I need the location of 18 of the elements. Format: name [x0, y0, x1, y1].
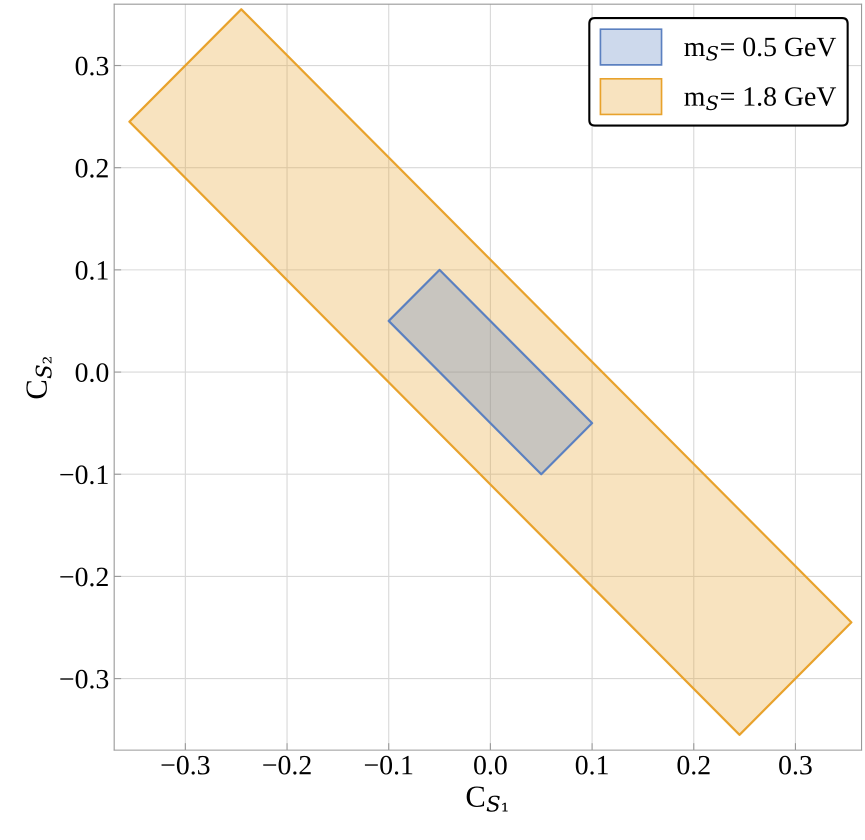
y-tick-label: 0.2 — [76, 158, 108, 178]
y-tick-label: −0.2 — [60, 568, 108, 586]
y-tick-label: 0.1 — [76, 261, 108, 280]
y-axis-title: C$_{S₂}$ — [26, 357, 52, 398]
x-tick-label: −0.2 — [263, 756, 311, 775]
x-tick-label: −0.3 — [162, 756, 210, 775]
x-tick-label: 0.2 — [677, 756, 710, 775]
x-axis-title: C$_{S₁}$ — [466, 786, 508, 812]
x-tick-label: −0.1 — [364, 756, 412, 775]
x-tick-label: 0.1 — [576, 756, 608, 775]
legend-label: m$_{S}$= 1.8 GeV — [684, 87, 836, 110]
x-tick-label: 0.3 — [779, 756, 812, 775]
y-tick-label: 0.3 — [76, 56, 108, 76]
legend-label: m$_{S}$= 0.5 GeV — [684, 38, 836, 61]
y-tick-label: 0.0 — [76, 363, 108, 382]
y-tick-label: −0.3 — [60, 670, 108, 689]
x-tick-label: 0.0 — [474, 756, 507, 775]
y-tick-label: −0.1 — [60, 465, 108, 484]
